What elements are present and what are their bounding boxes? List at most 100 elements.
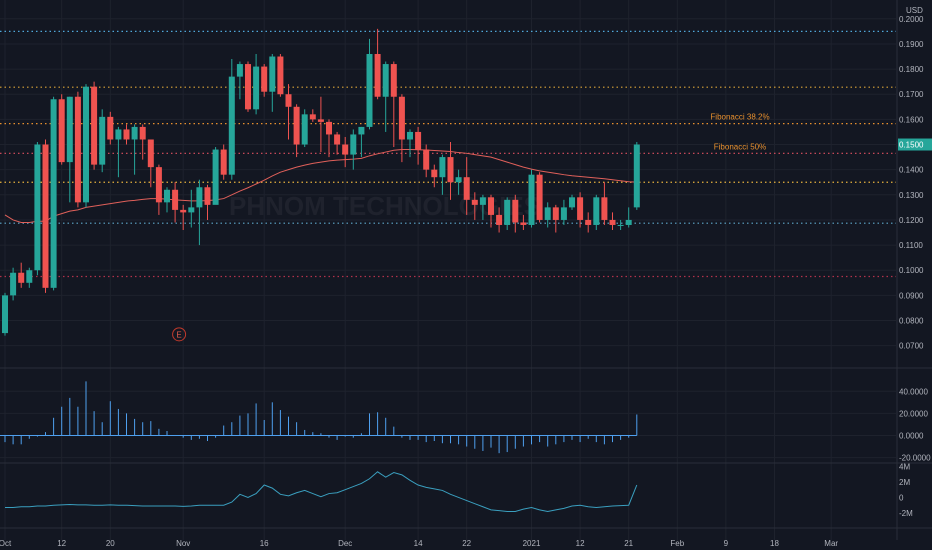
candle-down[interactable] (577, 192, 584, 228)
candle-up[interactable] (188, 189, 195, 228)
candle-down[interactable] (334, 131, 341, 155)
volume-tick-label: 2M (899, 478, 910, 487)
candle-up[interactable] (544, 202, 551, 228)
candle-up[interactable] (479, 194, 486, 220)
candle-down[interactable] (488, 194, 494, 228)
candle-down[interactable] (447, 142, 454, 200)
candle-down[interactable] (309, 109, 316, 122)
price-tick-label: 0.0700 (899, 342, 924, 351)
candle-up[interactable] (131, 124, 138, 175)
time-tick-label: 12 (57, 539, 66, 548)
candle-down[interactable] (601, 182, 608, 225)
candle-down[interactable] (512, 194, 519, 233)
candle-up[interactable] (99, 109, 106, 173)
candle-down[interactable] (245, 61, 251, 112)
candle-down[interactable] (220, 144, 227, 180)
candle-down[interactable] (398, 94, 405, 163)
candle-down[interactable] (172, 182, 179, 223)
candle-up[interactable] (560, 199, 567, 225)
candle-down[interactable] (326, 119, 332, 158)
candle-down[interactable] (58, 94, 65, 165)
candle-down[interactable] (609, 212, 616, 230)
candle-down[interactable] (261, 64, 268, 97)
candle-down[interactable] (520, 214, 527, 230)
candle-down[interactable] (18, 262, 25, 288)
candle-up[interactable] (196, 179, 203, 246)
candle-body (269, 56, 276, 92)
candle-up[interactable] (164, 187, 170, 213)
candle-body (569, 197, 575, 208)
candle-down[interactable] (552, 204, 559, 233)
candle-up[interactable] (358, 126, 365, 158)
candle-body (2, 295, 8, 334)
candle-up[interactable] (34, 142, 41, 276)
candle-down[interactable] (139, 124, 146, 160)
candle-down[interactable] (463, 157, 470, 215)
candle-up[interactable] (366, 38, 373, 130)
candle-up[interactable] (26, 267, 33, 288)
candle-down[interactable] (431, 164, 438, 188)
last-price-badge[interactable] (898, 138, 932, 151)
candle-body (123, 129, 130, 140)
candle-up[interactable] (625, 207, 632, 228)
candle-down[interactable] (107, 111, 114, 145)
candle-up[interactable] (236, 61, 243, 100)
candle-down[interactable] (374, 28, 381, 100)
candle-up[interactable] (50, 96, 57, 291)
candle-down[interactable] (277, 54, 284, 97)
candle-up[interactable] (66, 96, 73, 203)
candle-down[interactable] (123, 124, 130, 145)
candle-down[interactable] (285, 84, 292, 140)
candle-up[interactable] (528, 169, 535, 228)
candle-down[interactable] (471, 192, 478, 220)
volume-line[interactable] (5, 471, 638, 512)
oscillator-tick-label: 0.0000 (899, 431, 924, 440)
candle-down[interactable] (91, 81, 98, 170)
candle-down[interactable] (293, 104, 300, 158)
candle-up[interactable] (350, 129, 357, 170)
candle-up[interactable] (633, 142, 640, 210)
candle-body (577, 197, 584, 220)
candle-down[interactable] (180, 204, 187, 230)
candle-up[interactable] (407, 129, 413, 158)
candle-down[interactable] (496, 207, 503, 233)
candle-up[interactable] (228, 59, 235, 180)
candle-up[interactable] (269, 54, 276, 112)
candle-up[interactable] (212, 147, 219, 205)
candle-up[interactable] (455, 169, 462, 195)
time-tick-label: 16 (260, 539, 269, 548)
candle-down[interactable] (317, 96, 324, 153)
candle-up[interactable] (301, 109, 308, 148)
candle-up[interactable] (2, 292, 8, 336)
candle-down[interactable] (155, 164, 162, 215)
candle-down[interactable] (147, 139, 154, 188)
candle-down[interactable] (423, 144, 430, 178)
candle-down[interactable] (42, 139, 49, 293)
candle-body (277, 56, 284, 95)
moving-average-line[interactable] (4, 149, 637, 223)
candle-up[interactable] (504, 197, 511, 230)
candle-up[interactable] (617, 219, 624, 230)
candle-body (447, 157, 454, 183)
candle-up[interactable] (253, 54, 260, 115)
earnings-event-icon[interactable] (172, 327, 187, 342)
candle-body (91, 86, 98, 165)
candle-body (423, 149, 430, 170)
candle-up[interactable] (569, 194, 575, 210)
candle-up[interactable] (439, 154, 446, 195)
candle-up[interactable] (83, 84, 89, 208)
candle-down[interactable] (204, 184, 211, 220)
candle-up[interactable] (10, 267, 17, 301)
candle-up[interactable] (115, 126, 122, 178)
candle-down[interactable] (390, 61, 397, 148)
candle-down[interactable] (536, 172, 543, 223)
candle-body (155, 167, 162, 203)
candle-down[interactable] (342, 136, 349, 168)
candle-down[interactable] (74, 91, 81, 208)
candle-up[interactable] (382, 61, 389, 132)
candle-down[interactable] (585, 212, 592, 233)
candle-up[interactable] (593, 194, 600, 230)
candle-body (131, 126, 138, 140)
candle-down[interactable] (415, 126, 422, 165)
